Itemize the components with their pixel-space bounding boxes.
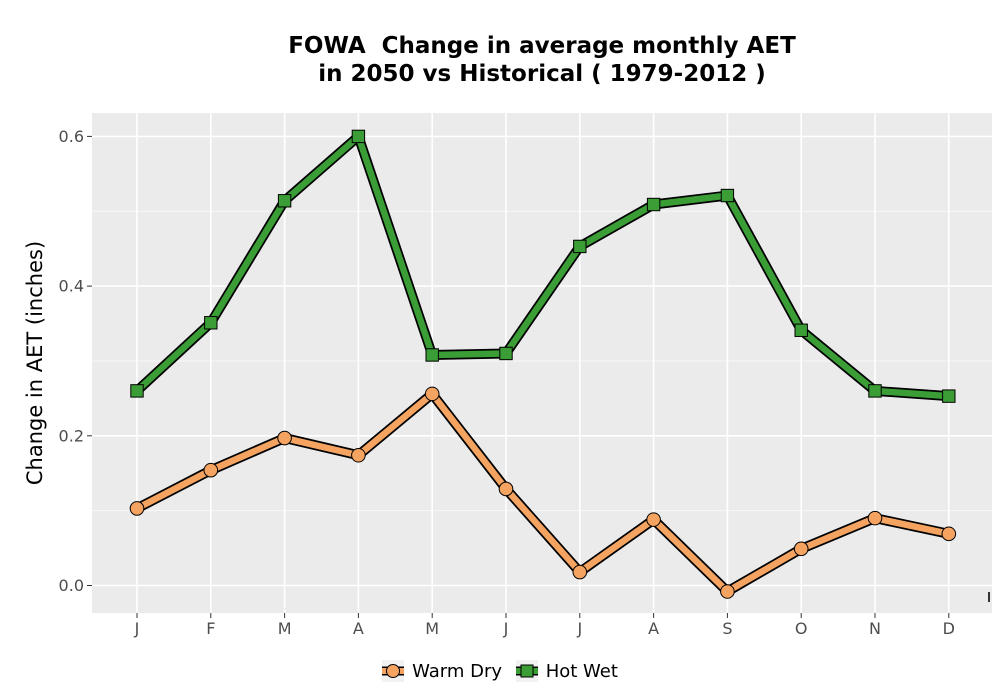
x-tick-label: A	[353, 619, 364, 638]
data-point-hot-wet	[351, 129, 366, 144]
data-point-hot-wet	[573, 239, 587, 254]
x-tick-label: F	[206, 619, 215, 638]
data-point-warm-dry	[572, 564, 588, 580]
y-axis-title: Change in AET (inches)	[23, 241, 47, 485]
y-tick-label: 0.2	[59, 426, 84, 445]
plot-panel	[92, 113, 992, 613]
legend: Warm Dry Hot Wet	[0, 660, 1000, 687]
chart-title-line-2: in 2050 vs Historical ( 1979-2012 )	[318, 61, 766, 87]
data-point-hot-wet	[204, 316, 218, 330]
x-tick-label: J	[576, 619, 582, 638]
y-tick-label: 0.4	[59, 277, 84, 296]
x-tick-label: M	[425, 619, 439, 638]
data-point-warm-dry	[277, 430, 292, 446]
data-point-warm-dry	[646, 512, 661, 527]
data-point-warm-dry	[351, 447, 366, 463]
data-point-warm-dry	[867, 510, 883, 526]
x-tick-label: O	[795, 619, 808, 638]
series-line-hot-wet	[134, 133, 950, 400]
legend-label-warm-dry: Warm Dry	[412, 660, 502, 682]
x-tick-label: D	[943, 619, 955, 638]
series-layer	[129, 129, 957, 599]
data-point-warm-dry	[424, 386, 440, 402]
y-tick-label: 0.0	[59, 576, 84, 595]
data-point-warm-dry	[720, 584, 735, 599]
data-point-warm-dry	[498, 481, 514, 497]
x-tick-label: M	[278, 619, 292, 638]
y-tick-label: 0.6	[59, 127, 84, 146]
x-tick-label: N	[869, 619, 881, 638]
series-line-warm-dry	[135, 390, 950, 595]
data-point-warm-dry	[129, 501, 145, 516]
legend-key-circle-icon	[382, 660, 405, 682]
data-point-hot-wet	[425, 348, 439, 362]
data-point-hot-wet	[794, 323, 808, 337]
data-point-warm-dry	[941, 526, 957, 542]
x-tick-label: J	[134, 619, 140, 638]
data-point-hot-wet	[720, 188, 735, 203]
stray-tick-mark	[988, 592, 990, 602]
data-point-hot-wet	[646, 197, 661, 212]
chart-title: FOWA Change in average monthly AET in 20…	[92, 32, 992, 88]
x-tick-label: A	[648, 619, 659, 638]
data-point-hot-wet	[868, 384, 882, 398]
legend-key-square-icon	[515, 660, 538, 682]
x-tick-label: S	[722, 619, 732, 638]
legend-item-hot-wet: Hot Wet	[515, 660, 618, 682]
data-point-hot-wet	[499, 346, 513, 361]
data-point-warm-dry	[203, 462, 219, 478]
chart-title-line-1: FOWA Change in average monthly AET	[288, 33, 796, 59]
grid-major	[92, 113, 992, 613]
data-point-hot-wet	[277, 194, 292, 208]
y-axis-ticks: 0.0 0.2 0.4 0.6	[59, 127, 92, 595]
data-point-hot-wet	[130, 384, 144, 398]
data-point-warm-dry	[793, 541, 809, 557]
data-point-hot-wet	[942, 389, 956, 403]
legend-label-hot-wet: Hot Wet	[545, 660, 618, 682]
x-tick-label: J	[503, 619, 509, 638]
legend-item-warm-dry: Warm Dry	[382, 660, 502, 682]
